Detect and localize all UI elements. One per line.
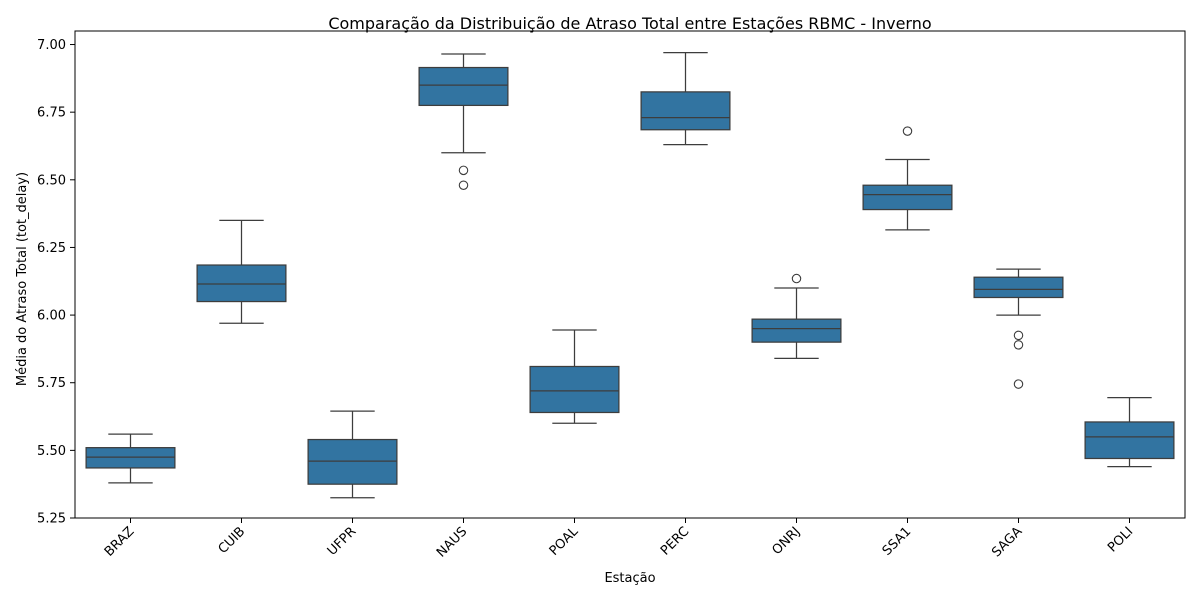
box-cuib [196,219,287,324]
plot-area [85,52,1175,499]
outlier-point [458,180,469,190]
x-tick-label: PERC [658,524,692,558]
y-tick-label: 6.75 [37,106,66,121]
x-tick-label: CUIB [216,524,249,557]
box-poli [1084,396,1175,468]
box-braz [85,433,176,484]
box-perc [640,52,731,146]
outlier-point [902,126,913,136]
box-naus [418,53,509,190]
outlier-point [1013,379,1024,389]
y-tick-label: 6.25 [37,241,66,256]
iqr-box [973,276,1064,299]
y-tick-label: 6.50 [37,173,66,188]
box-onrj [751,273,842,359]
x-tick-label: POAL [547,524,582,559]
iqr-box [418,66,509,107]
box-ufpr [307,410,398,499]
outlier-point [791,273,802,284]
outlier-point [1013,330,1024,341]
y-tick-label: 5.50 [37,444,66,459]
x-axis-label: Estação [604,571,655,586]
y-axis-label: Média do Atraso Total (tot_delay) [15,172,30,386]
outlier-point [1013,340,1024,350]
x-tick-label: NAUS [434,524,470,560]
x-tick-label: UFPR [325,524,360,559]
iqr-box [85,447,176,469]
outlier-point [458,165,469,176]
iqr-box [751,318,842,343]
iqr-box [862,184,953,211]
y-tick-label: 5.25 [37,512,66,527]
x-tick-label: SSA1 [880,524,915,559]
box-poal [529,329,620,424]
x-tick-label: BRAZ [102,524,138,560]
y-tick-label: 5.75 [37,376,66,391]
chart-title: Comparação da Distribuição de Atraso Tot… [328,14,931,33]
iqr-box [307,438,398,485]
box-ssa1 [862,126,953,231]
y-tick-label: 6.00 [37,309,66,324]
iqr-box [196,264,287,303]
y-tick-label: 7.00 [37,38,66,53]
x-tick-label: POLI [1105,524,1136,555]
iqr-box [640,91,731,131]
iqr-box [529,365,620,414]
x-tick-label: SAGA [989,524,1025,560]
iqr-box [1084,421,1175,460]
box-saga [973,268,1064,389]
plot-frame [74,30,1186,519]
x-tick-label: ONRJ [770,524,804,558]
